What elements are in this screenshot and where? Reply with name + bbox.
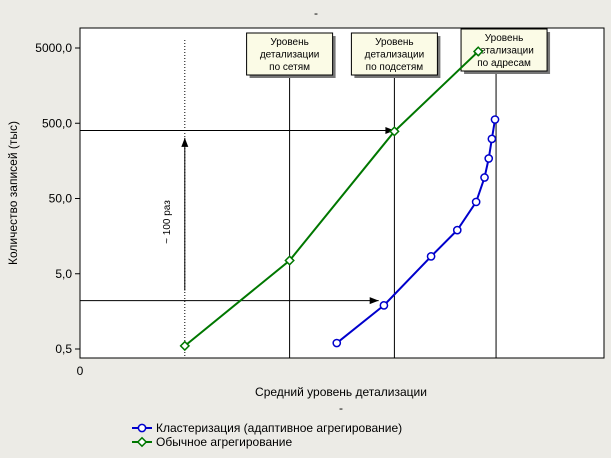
- data-point: [487, 134, 497, 144]
- data-point: [490, 115, 500, 124]
- data-point: [379, 301, 389, 310]
- data-point: [426, 252, 436, 261]
- reference-line-label: Уровень: [270, 37, 309, 48]
- plot-area: [79, 27, 605, 359]
- arrow-head: [369, 297, 379, 305]
- label-box: [350, 32, 438, 76]
- y-tick-label: 5,0: [55, 267, 72, 281]
- data-point: [480, 173, 489, 182]
- y-axis-label: Количество записей (тыс): [6, 121, 20, 265]
- annotation-100x: ~ 100 раз: [162, 200, 173, 244]
- series-line: [184, 50, 479, 347]
- reference-line-label: детализации: [260, 50, 320, 61]
- reference-line-label: по сетям: [269, 62, 310, 73]
- y-tick-label: 5000,0: [35, 41, 72, 55]
- y-tick-label: 0,5: [55, 342, 72, 356]
- y-axis-ticks: 0,5 5,0 50,0 500,0 5000,0: [35, 41, 80, 356]
- reference-line-label: по подсетям: [366, 62, 424, 73]
- legend-marker: [136, 436, 148, 448]
- y-tick-label: 50,0: [49, 192, 73, 206]
- data-point: [332, 338, 342, 348]
- annotation-arrows: [80, 127, 395, 305]
- x-axis-label: Средний уровень детализации: [255, 385, 427, 399]
- data-point: [389, 126, 400, 137]
- arrow-head: [385, 127, 395, 135]
- chart-title: -: [314, 6, 318, 20]
- x-tick-label: 0: [77, 364, 84, 378]
- data-point: [472, 46, 484, 57]
- data-point: [452, 225, 462, 235]
- series-layer: [179, 46, 500, 352]
- data-point: [284, 255, 295, 266]
- y-tick-label: 500,0: [42, 116, 72, 130]
- data-point: [484, 154, 494, 163]
- data-point: [179, 340, 191, 352]
- label-box: [246, 32, 334, 76]
- legend: Кластеризация (адаптивное агрегирование)…: [132, 421, 402, 449]
- reference-line-label: детализации: [365, 50, 425, 61]
- reference-line-label: Уровень: [375, 37, 414, 48]
- legend-label: Кластеризация (адаптивное агрегирование): [156, 421, 402, 435]
- reference-line-label: по адресам: [477, 58, 531, 69]
- x-axis-label-suffix: -: [339, 401, 343, 415]
- arrow-head: [181, 137, 189, 147]
- reference-line-label: детализации: [474, 46, 534, 57]
- legend-marker: [137, 423, 147, 433]
- legend-label: Обычное агрегирование: [156, 435, 292, 449]
- reference-line-label: Уровень: [485, 33, 524, 44]
- data-point: [471, 197, 481, 207]
